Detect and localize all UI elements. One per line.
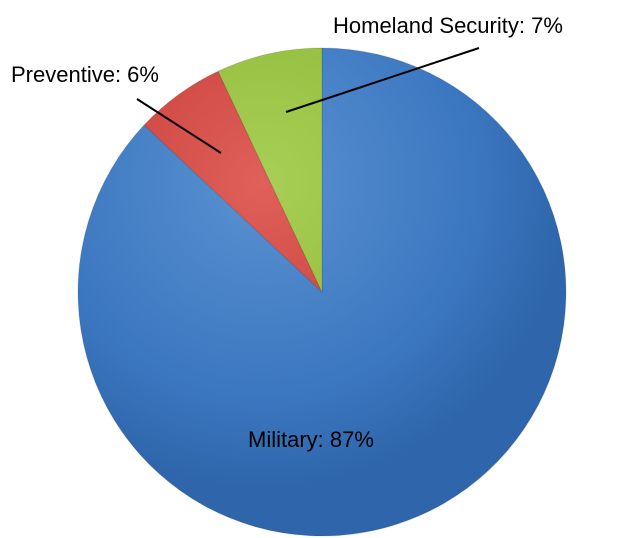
slice-label-homeland-security: Homeland Security: 7% xyxy=(333,13,563,38)
pie-slice-preventive xyxy=(143,70,323,293)
slice-label-military: Military: 87% xyxy=(248,427,374,452)
slice-labels: Military: 87% Preventive: 6% Homeland Secu… xyxy=(11,13,563,452)
leader-line-homeland-security xyxy=(285,47,480,113)
leader-line-preventive xyxy=(136,98,222,154)
slice-label-preventive: Preventive: 6% xyxy=(11,62,159,87)
leader-lines xyxy=(136,47,480,154)
pie-slices xyxy=(77,47,567,537)
pie-slice-military xyxy=(77,47,567,537)
